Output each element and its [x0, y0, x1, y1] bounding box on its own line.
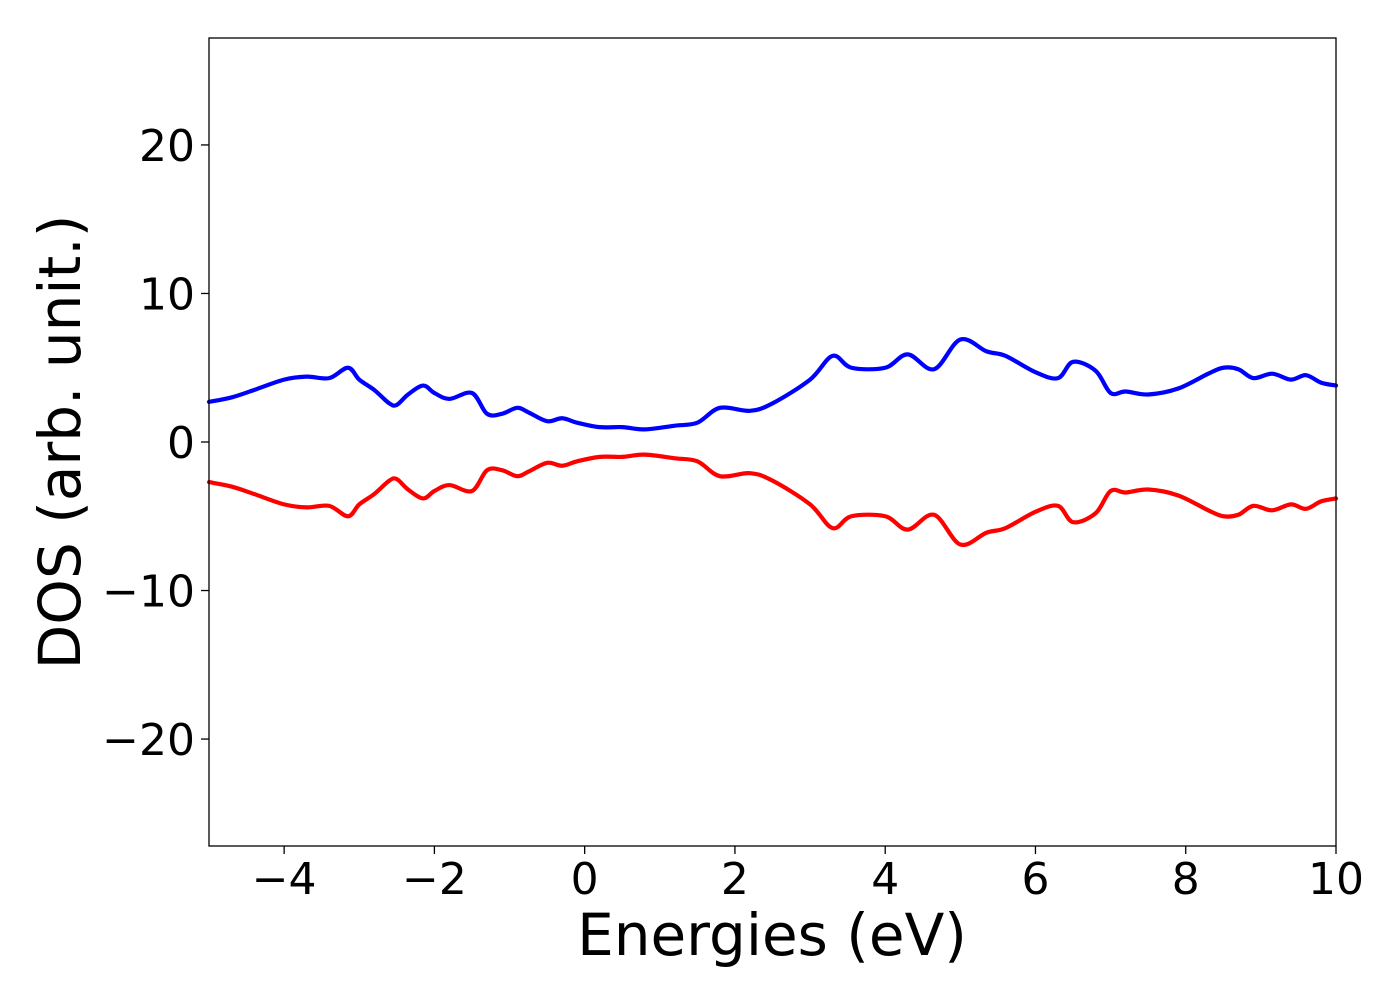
- x-tick-label: 2: [721, 854, 749, 905]
- x-tick-label: 10: [1308, 854, 1364, 905]
- x-axis-ticks: −4 −2 0 2 4 6 8 10: [252, 846, 1364, 905]
- dos-line-lower: [206, 452, 1339, 548]
- y-tick-label: −20: [102, 715, 195, 766]
- y-tick-label: 10: [139, 269, 195, 320]
- y-axis-title: DOS (arb. unit.): [26, 215, 94, 670]
- y-tick-label: 0: [167, 418, 195, 469]
- x-tick-label: 6: [1021, 854, 1049, 905]
- y-axis-ticks: −20 −10 0 10 20: [102, 121, 209, 766]
- x-axis-title: Energies (eV): [577, 901, 967, 969]
- dos-line-upper: [206, 336, 1339, 432]
- x-tick-label: 4: [871, 854, 899, 905]
- y-tick-label: −10: [102, 567, 195, 618]
- x-tick-label: −2: [402, 854, 467, 905]
- plot-frame: [208, 37, 1337, 847]
- x-tick-label: 0: [571, 854, 599, 905]
- x-tick-label: −4: [252, 854, 317, 905]
- series-layer: [206, 336, 1339, 548]
- x-tick-label: 8: [1172, 854, 1200, 905]
- y-tick-label: 20: [139, 121, 195, 172]
